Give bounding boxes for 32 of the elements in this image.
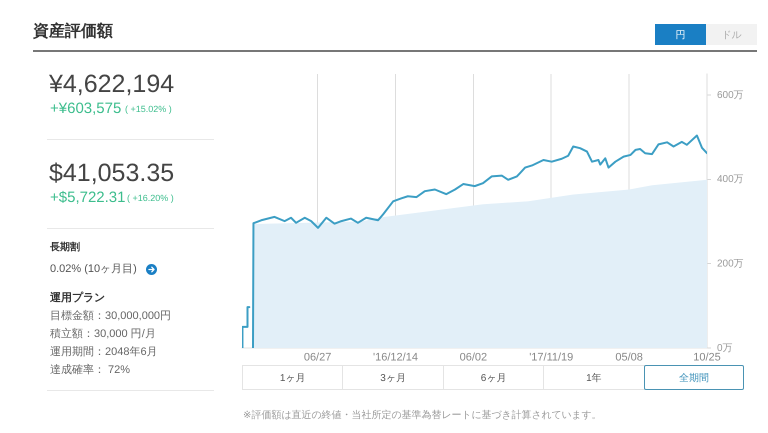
period-button: 1年	[543, 365, 645, 390]
text: 達成確率： 72%	[50, 364, 130, 376]
text: +$5,722.31	[50, 189, 126, 206]
currency-button: ドル	[706, 24, 757, 45]
text: 0.02% (10ヶ月目)	[50, 263, 137, 275]
text: 資産評価額	[33, 23, 113, 40]
text: 目標金額：30,000,000円	[50, 310, 172, 322]
period-button: 1ヶ月	[242, 365, 344, 390]
y-tick-label: 200万	[717, 258, 744, 270]
text: ¥4,622,194	[49, 70, 174, 98]
x-tick-label: 05/08	[615, 352, 643, 364]
period-button: 3ヶ月	[342, 365, 444, 390]
x-tick-label: 06/27	[304, 352, 332, 364]
x-tick-label: 10/25	[693, 352, 721, 364]
x-tick-label: '16/12/14	[373, 352, 418, 364]
text: ※評価額は直近の終値・当社所定の基準為替レートに基づき計算されています。	[243, 410, 602, 421]
text: ( +15.02% )	[125, 104, 172, 114]
x-tick-label: 06/02	[460, 352, 488, 364]
text: ( +16.20% )	[127, 193, 174, 203]
text: 運用期間：2048年6月	[50, 346, 158, 358]
x-tick-label: '17/11/19	[529, 352, 574, 364]
period-button: 6ヶ月	[442, 365, 544, 390]
text: $41,053.35	[49, 159, 174, 187]
text: 運用プラン	[50, 292, 105, 304]
period-button: 全期間	[644, 365, 744, 390]
text: 長期割	[50, 242, 80, 253]
y-tick-label: 0万	[717, 342, 733, 354]
currency-button: 円	[655, 24, 706, 45]
text: 積立額：30,000 円/月	[50, 328, 156, 340]
text: +¥603,575	[50, 100, 122, 117]
y-tick-label: 600万	[717, 90, 744, 101]
y-tick-label: 400万	[717, 174, 744, 186]
